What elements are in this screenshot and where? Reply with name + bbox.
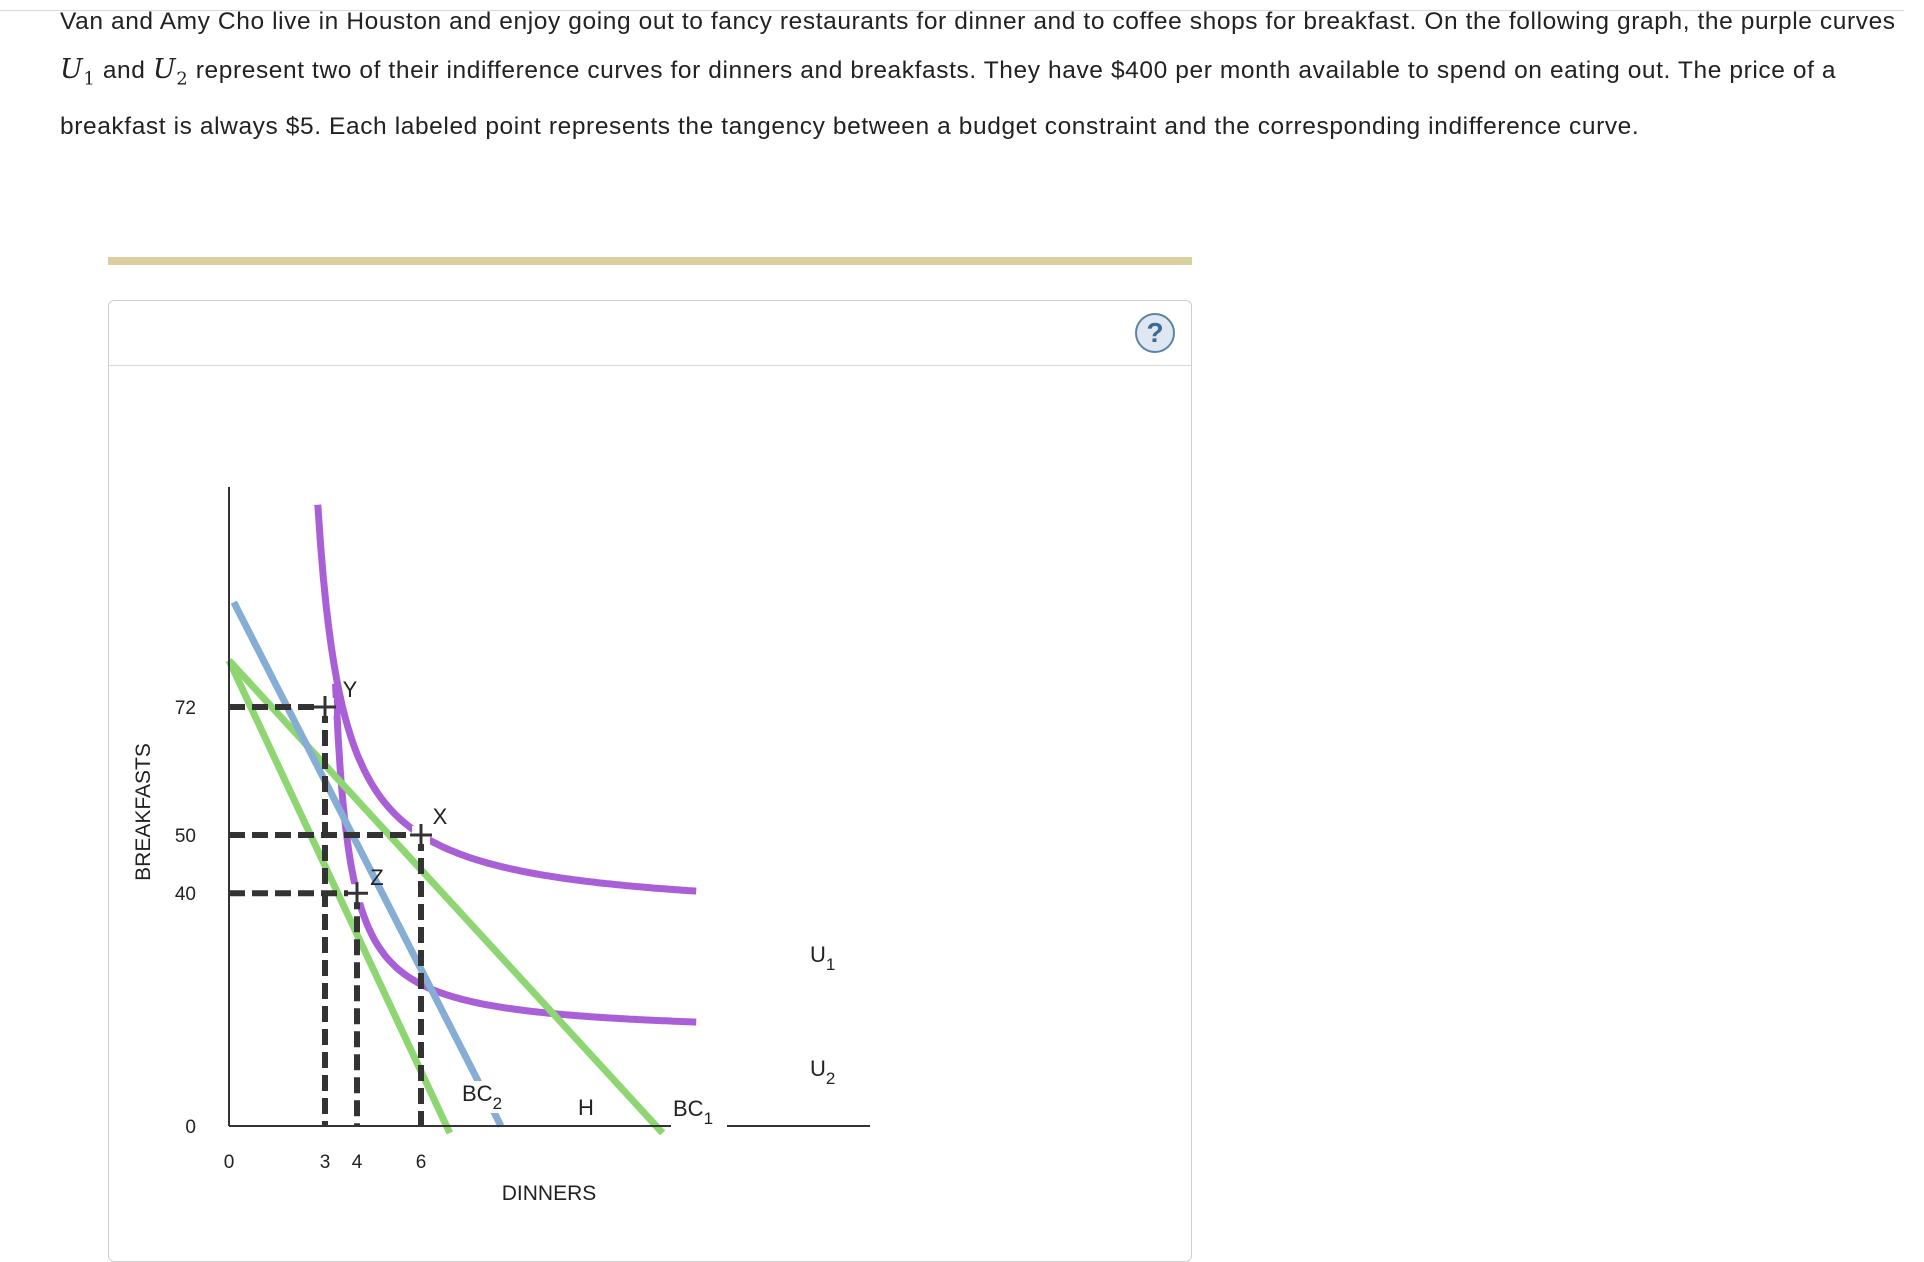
point-label-z: Z: [370, 865, 383, 890]
y-tick-label-0: 0: [185, 1117, 196, 1138]
x-tick-label-4: 4: [352, 1152, 363, 1173]
y-tick-label-50: 50: [175, 826, 196, 847]
x-tick-label-3: 3: [320, 1152, 331, 1173]
bc-label-bg-1: [671, 1096, 727, 1128]
indifference-chart: 0 3 4 6 0 40 50 72 DINNERS BREAKFASTS Y X Z U1 U2 BC1 BC…: [132, 487, 870, 1205]
x-tick-label-6: 6: [416, 1152, 427, 1173]
point-label-y: Y: [343, 677, 358, 702]
top-divider: [0, 10, 1904, 11]
budget-line-bc1: [226, 658, 666, 1136]
x-axis-title: DINNERS: [502, 1182, 597, 1205]
u2-symbol: U2: [152, 54, 189, 90]
indifference-curve-u2: [332, 683, 697, 1026]
y-tick-label-72: 72: [175, 698, 196, 719]
graph-header-bar: [108, 257, 1192, 265]
graph-panel-header: ?: [109, 301, 1191, 366]
y-tick-label-40: 40: [175, 884, 196, 905]
curve-label-u2: U2: [810, 1056, 835, 1088]
line-label-h: H: [578, 1095, 594, 1120]
line-label-bc2: BC2: [462, 1081, 502, 1113]
blue-line-h: [230, 600, 505, 1128]
intro-text-3: represent two of their indifference curv…: [60, 57, 1837, 141]
curve-label-u1: U1: [810, 942, 835, 974]
help-icon[interactable]: ?: [1135, 313, 1175, 353]
question-text: Van and Amy Cho live in Houston and enjo…: [60, 0, 1900, 151]
budget-line-bc2: [225, 658, 453, 1135]
point-marker-y: [314, 695, 336, 718]
bc-label-bg-2: [460, 1081, 510, 1113]
u1-symbol: U1: [60, 54, 96, 90]
x-tick-label-0: 0: [224, 1152, 235, 1173]
intro-text-2: and: [95, 57, 153, 84]
indifference-curve-u1: [314, 504, 697, 895]
graph-panel: ?: [108, 300, 1192, 1262]
point-marker-z: [346, 882, 368, 905]
line-label-bc1: BC1: [673, 1096, 713, 1128]
intro-text-1: Van and Amy Cho live in Houston and enjo…: [60, 8, 1896, 35]
point-label-x: X: [433, 804, 448, 829]
point-marker-x: [410, 824, 432, 846]
y-axis-title: BREAKFASTS: [132, 743, 155, 881]
